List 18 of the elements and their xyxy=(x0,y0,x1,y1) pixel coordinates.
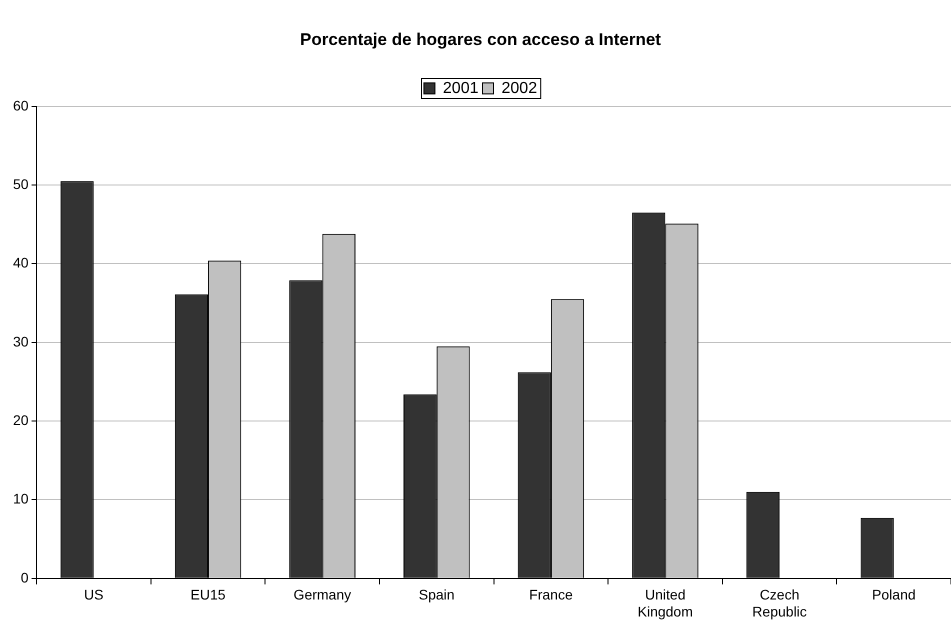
x-tick-label: EU15 xyxy=(190,586,226,603)
legend-label: 2001 xyxy=(442,80,479,97)
legend-label: 2002 xyxy=(502,80,538,97)
y-tick-label: 20 xyxy=(12,412,29,428)
x-tick-label: Germany xyxy=(294,586,352,603)
x-tick-label: United Kingdom xyxy=(638,586,693,620)
y-tick-label: 40 xyxy=(12,254,29,271)
x-tick-label: US xyxy=(84,586,104,603)
x-tick-label: Spain xyxy=(418,586,455,603)
x-tick-label: Poland xyxy=(872,586,916,603)
x-tick-label: Czech Republic xyxy=(752,586,807,620)
y-tick-label: 10 xyxy=(12,490,29,507)
y-tick-label: 50 xyxy=(12,176,29,192)
y-tick-label: 0 xyxy=(20,569,29,586)
chart-title: Porcentaje de hogares con acceso a Internet xyxy=(300,30,662,49)
x-tick-label: France xyxy=(529,586,573,603)
y-tick-label: 60 xyxy=(12,97,29,114)
y-tick-label: 30 xyxy=(12,333,29,350)
